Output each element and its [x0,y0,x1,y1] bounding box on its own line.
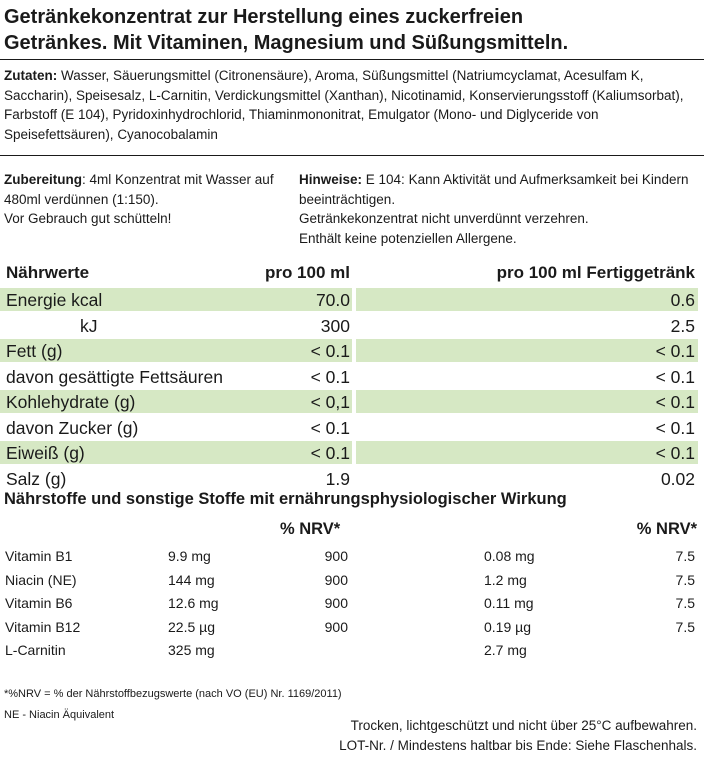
nutrient-value-per100: < 0,1 [310,392,350,412]
substance-name: L-Carnitin [5,642,66,658]
nutrient-value-per100: 1.9 [325,468,350,489]
nrv-per100: 900 [324,595,348,611]
nutrients-title: Nährstoffe und sonstige Stoffe mit ernäh… [4,490,567,508]
nutrient-name: Energie kcal [6,290,103,310]
nutrient-value-drink: 0.02 [660,468,695,489]
row-shade [0,288,352,311]
table-row: Niacin (NE) 144 mg 900 1.2 mg 7.5 [0,569,704,593]
table-row: Salz (g) 1.9 0.02 [0,466,704,492]
nutrient-value-per100: < 0.1 [310,417,350,438]
preparation-section: Zubereitung: 4ml Konzentrat mit Wasser a… [4,170,289,229]
nutrient-value-drink: < 0.1 [655,392,695,412]
substance-name: Vitamin B12 [5,618,81,635]
amount-per100: 9.9 mg [168,548,211,564]
nutrient-value-drink: < 0.1 [655,417,695,438]
nrv-drink: 7.5 [675,618,695,635]
storage-line1: Trocken, lichtgeschützt und nicht über 2… [350,718,697,733]
nutrient-value-per100: 70.0 [315,290,350,310]
amount-drink: 0.11 mg [484,595,534,611]
table-row: Eiweiß (g) < 0.1 < 0.1 [0,440,704,466]
table-row: Energie kcal 70.0 0.6 [0,287,704,313]
nrv-per100: 900 [324,548,348,564]
nutrition-header-name: Nährwerte [6,263,90,282]
product-title: Getränkekonzentrat zur Herstellung eines… [4,4,700,56]
nutrient-value-drink: 2.5 [670,315,695,336]
ingredients-text: Wasser, Säuerungsmittel (Citronensäure),… [4,68,684,142]
nutrition-header: Nährwerte pro 100 ml pro 100 ml Fertigge… [0,261,704,287]
product-title-line1: Getränkekonzentrat zur Herstellung eines… [4,6,524,28]
notes-section: Hinweise: E 104: Kann Aktivität und Aufm… [299,170,699,248]
row-shade [356,390,698,413]
table-row: Kohlehydrate (g) < 0,1 < 0.1 [0,389,704,415]
footnote-ne: NE - Niacin Äquivalent [4,709,115,721]
product-title-line2: Getränkes. Mit Vitaminen, Magnesium und … [4,32,569,54]
nrv-drink: 7.5 [675,548,695,564]
nutrient-value-per100: 300 [320,315,350,336]
divider [0,59,704,60]
nutrient-name: Eiweiß (g) [6,443,85,463]
nrv-per100: 900 [324,571,348,588]
amount-per100: 144 mg [168,571,215,588]
nutrition-header-col1: pro 100 ml [264,263,350,282]
row-shade [356,441,698,464]
nutrient-name: Kohlehydrate (g) [6,392,136,412]
table-row: Vitamin B12 22.5 µg 900 0.19 µg 7.5 [0,616,704,640]
nrv-per100: 900 [324,618,348,635]
nrv-header-per100: % NRV* [280,520,341,538]
nutrient-name: davon gesättigte Fettsäuren [6,366,223,387]
table-row: davon Zucker (g) < 0.1 < 0.1 [0,415,704,441]
table-row: davon gesättigte Fettsäuren < 0.1 < 0.1 [0,364,704,390]
amount-drink: 0.08 mg [484,548,535,564]
nutrient-value-per100: < 0.1 [310,341,350,361]
nutrients-table: Vitamin B1 9.9 mg 900 0.08 mg 7.5 Niacin… [0,545,704,663]
amount-per100: 12.6 mg [168,595,219,611]
table-row: Fett (g) < 0.1 < 0.1 [0,338,704,364]
amount-per100: 22.5 µg [168,618,215,635]
table-row: L-Carnitin 325 mg 2.7 mg [0,639,704,663]
nutrient-name: davon Zucker (g) [6,417,139,438]
notes-label: Hinweise: [299,172,363,187]
substance-name: Niacin (NE) [5,571,77,588]
nutrient-value-drink: 0.6 [670,290,695,310]
row-shade [0,390,352,413]
nutrient-value-drink: < 0.1 [655,341,695,361]
nutrition-table: Energie kcal 70.0 0.6 kJ 300 2.5 Fett (g… [0,287,704,491]
amount-drink: 0.19 µg [484,618,531,635]
nutrition-header-col2: pro 100 ml Fertiggetränk [496,263,695,282]
amount-per100: 325 mg [168,642,215,658]
divider [0,155,704,156]
nutrient-value-per100: < 0.1 [310,443,350,463]
storage-line2: LOT-Nr. / Mindestens haltbar bis Ende: S… [339,737,697,753]
notes-text: E 104: Kann Aktivität und Aufmerksamkeit… [299,172,689,207]
row-shade [0,441,352,464]
ingredients-section: Zutaten: Wasser, Säuerungsmittel (Citron… [4,66,700,144]
nrv-header-drink: % NRV* [636,520,697,538]
notes-line3: Enthält keine potenziellen Allergene. [299,230,517,246]
storage-instructions: Trocken, lichtgeschützt und nicht über 2… [339,716,697,755]
row-shade [356,288,698,311]
amount-drink: 1.2 mg [484,571,527,588]
nutrient-name: Fett (g) [6,341,63,361]
table-row: Vitamin B1 9.9 mg 900 0.08 mg 7.5 [0,545,704,569]
substance-name: Vitamin B1 [5,548,73,564]
nutrient-value-drink: < 0.1 [655,366,695,387]
preparation-label: Zubereitung [4,172,82,187]
nrv-drink: 7.5 [675,595,695,611]
footnote-nrv: *%NRV = % der Nährstoffbezugswerte (nach… [4,688,342,700]
nutrient-value-drink: < 0.1 [655,443,695,463]
notes-line2: Getränkekonzentrat nicht unverdünnt verz… [299,211,589,226]
preparation-line3: Vor Gebrauch gut schütteln! [4,211,172,226]
nutrient-name: Salz (g) [6,468,67,489]
nutrient-name: kJ [80,315,98,336]
nrv-drink: 7.5 [675,571,695,588]
nutrient-value-per100: < 0.1 [310,366,350,387]
ingredients-label: Zutaten: [4,68,58,83]
row-shade [0,339,352,362]
substance-name: Vitamin B6 [5,595,73,611]
row-shade [356,339,698,362]
amount-drink: 2.7 mg [484,642,527,658]
preparation-text: : 4ml Konzentrat mit Wasser auf 480ml ve… [4,172,274,207]
table-row: Vitamin B6 12.6 mg 900 0.11 mg 7.5 [0,592,704,616]
table-row: kJ 300 2.5 [0,313,704,339]
